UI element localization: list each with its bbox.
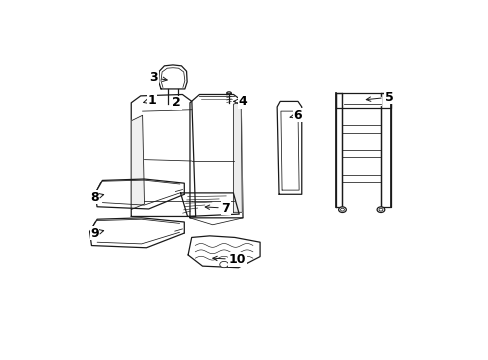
Polygon shape [380, 93, 390, 207]
Polygon shape [95, 179, 184, 209]
Text: 9: 9 [90, 226, 103, 240]
Polygon shape [342, 175, 380, 182]
Polygon shape [335, 93, 342, 207]
Polygon shape [335, 93, 390, 108]
Polygon shape [342, 125, 380, 132]
Text: 4: 4 [233, 95, 247, 108]
Text: 5: 5 [366, 91, 392, 104]
Text: 3: 3 [149, 71, 167, 84]
Text: 8: 8 [90, 190, 103, 203]
Polygon shape [159, 65, 187, 89]
Polygon shape [344, 97, 380, 105]
Polygon shape [131, 94, 195, 216]
Text: 2: 2 [172, 96, 181, 109]
Ellipse shape [226, 92, 231, 94]
Text: 10: 10 [212, 253, 245, 266]
Polygon shape [342, 150, 380, 157]
Text: 7: 7 [205, 202, 230, 215]
Circle shape [340, 208, 344, 211]
Circle shape [376, 207, 384, 212]
Polygon shape [131, 115, 144, 210]
Circle shape [378, 208, 382, 211]
Polygon shape [233, 102, 242, 212]
Polygon shape [277, 102, 301, 194]
Circle shape [338, 207, 346, 212]
Polygon shape [189, 94, 243, 218]
Polygon shape [180, 193, 239, 216]
Text: 1: 1 [143, 94, 156, 107]
Polygon shape [89, 218, 184, 248]
Circle shape [219, 261, 228, 268]
Text: 6: 6 [289, 109, 302, 122]
Polygon shape [188, 236, 260, 268]
